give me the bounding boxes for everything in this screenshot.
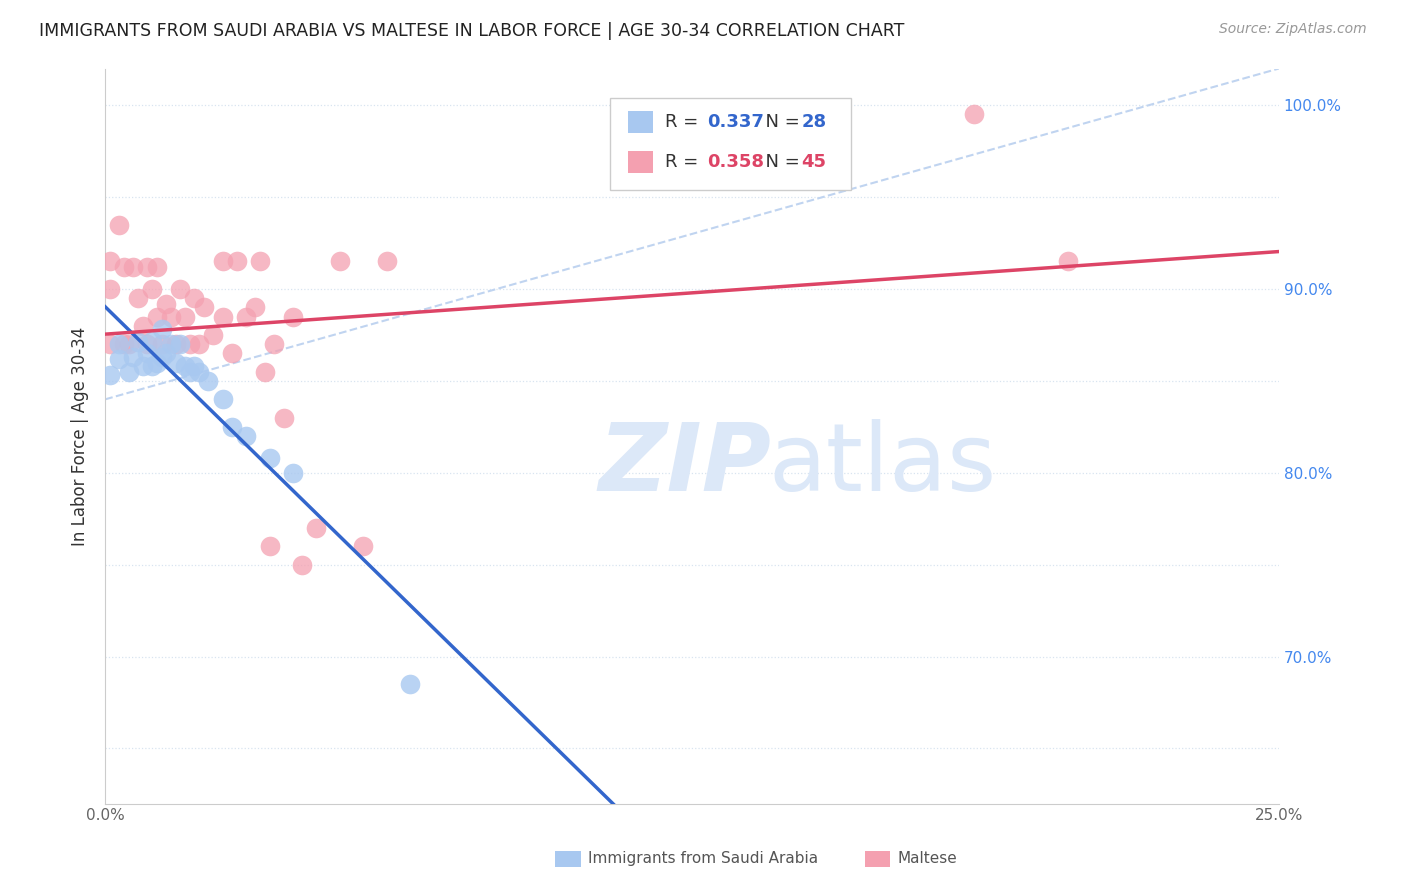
Point [136, 346, 159, 360]
Text: N =: N = [754, 113, 806, 131]
Text: 0.337: 0.337 [707, 113, 765, 131]
Text: R =: R = [665, 113, 704, 131]
Point [108, 218, 131, 232]
Point [259, 539, 281, 553]
Point [188, 337, 211, 351]
Bar [627, 151, 654, 173]
Text: R =: R = [665, 153, 704, 171]
Point [132, 359, 155, 374]
Text: 0.358: 0.358 [707, 153, 765, 171]
Point [150, 337, 173, 351]
Point [259, 451, 281, 466]
Point [202, 328, 225, 343]
Point [281, 466, 304, 480]
Point [118, 365, 141, 379]
Point [112, 260, 135, 274]
Point [329, 254, 352, 268]
Point [963, 107, 986, 121]
Text: atlas: atlas [768, 419, 997, 511]
Point [141, 334, 163, 348]
Point [98, 368, 121, 383]
Point [165, 355, 187, 369]
Point [211, 392, 233, 407]
Point [1056, 254, 1078, 268]
Point [98, 282, 121, 296]
Point [98, 254, 121, 268]
Point [174, 310, 197, 324]
Point [211, 310, 233, 324]
Point [127, 291, 149, 305]
Point [141, 359, 163, 374]
Point [146, 260, 169, 274]
Point [197, 374, 219, 388]
Text: ZIP: ZIP [598, 419, 770, 511]
Point [235, 310, 257, 324]
Point [146, 310, 169, 324]
Point [221, 346, 243, 360]
Point [263, 337, 285, 351]
Point [273, 410, 295, 425]
Text: Immigrants from Saudi Arabia: Immigrants from Saudi Arabia [588, 852, 818, 866]
Point [253, 365, 276, 379]
Point [150, 350, 173, 364]
Point [179, 337, 201, 351]
Point [108, 337, 131, 351]
Point [118, 337, 141, 351]
Text: N =: N = [754, 153, 806, 171]
Point [122, 260, 145, 274]
Point [150, 322, 173, 336]
Point [245, 301, 267, 315]
Point [375, 254, 398, 268]
Point [305, 521, 328, 535]
Point [132, 318, 155, 333]
Point [160, 337, 183, 351]
Point [249, 254, 271, 268]
Point [352, 539, 374, 553]
FancyBboxPatch shape [610, 98, 851, 190]
Point [179, 365, 201, 379]
Point [146, 355, 169, 369]
Point [160, 310, 183, 324]
Point [155, 297, 177, 311]
Point [136, 337, 159, 351]
Point [225, 254, 247, 268]
Point [221, 420, 243, 434]
Point [211, 254, 233, 268]
Point [399, 677, 422, 691]
Point [165, 337, 187, 351]
Point [193, 301, 215, 315]
Text: 28: 28 [801, 113, 827, 131]
Point [183, 359, 205, 374]
Point [235, 429, 257, 443]
Y-axis label: In Labor Force | Age 30-34: In Labor Force | Age 30-34 [72, 326, 89, 546]
Point [136, 260, 159, 274]
Point [188, 365, 211, 379]
Point [155, 346, 177, 360]
Point [281, 310, 304, 324]
Text: Source: ZipAtlas.com: Source: ZipAtlas.com [1219, 22, 1367, 37]
Point [169, 282, 191, 296]
Text: Maltese: Maltese [897, 852, 956, 866]
Text: IMMIGRANTS FROM SAUDI ARABIA VS MALTESE IN LABOR FORCE | AGE 30-34 CORRELATION C: IMMIGRANTS FROM SAUDI ARABIA VS MALTESE … [39, 22, 904, 40]
Point [141, 282, 163, 296]
Point [122, 350, 145, 364]
Point [291, 558, 314, 572]
Point [108, 351, 131, 366]
Point [98, 337, 121, 351]
Point [183, 291, 205, 305]
Point [112, 337, 135, 351]
Point [169, 337, 191, 351]
Point [127, 335, 149, 350]
Point [174, 359, 197, 374]
Text: 45: 45 [801, 153, 827, 171]
Bar [627, 112, 654, 133]
